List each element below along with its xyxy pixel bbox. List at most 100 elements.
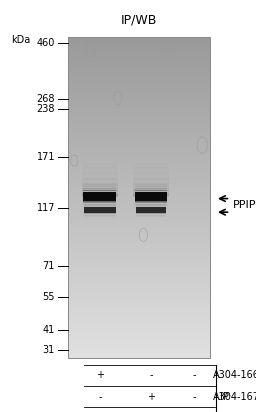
Bar [68, 113, 210, 114]
Bar [68, 249, 210, 250]
Bar [68, 322, 210, 323]
Bar [68, 180, 210, 182]
Bar [133, 187, 169, 188]
Bar [68, 185, 210, 186]
Bar [81, 173, 118, 175]
Bar [133, 184, 169, 185]
Bar [68, 302, 210, 303]
Bar [68, 250, 210, 251]
Bar [68, 196, 210, 197]
Bar [133, 170, 169, 171]
Text: 171: 171 [37, 152, 55, 162]
Bar [68, 158, 210, 159]
Bar [68, 253, 210, 255]
Bar [68, 211, 210, 212]
Bar [68, 306, 210, 307]
Bar [81, 177, 118, 178]
Bar [68, 262, 210, 263]
Bar [83, 189, 116, 190]
Bar [68, 140, 210, 141]
Bar [68, 57, 210, 59]
Bar [68, 98, 210, 99]
Text: 71: 71 [43, 261, 55, 271]
Bar [68, 198, 210, 199]
Bar [68, 82, 210, 83]
Bar [68, 92, 210, 93]
Bar [68, 272, 210, 273]
Bar [68, 294, 210, 295]
Bar [68, 278, 210, 279]
Bar [68, 247, 210, 248]
Bar [68, 239, 210, 241]
Bar [68, 75, 210, 76]
Bar [68, 197, 210, 198]
Bar [68, 222, 210, 223]
Bar [68, 184, 210, 185]
Bar [68, 244, 210, 245]
Bar [68, 245, 210, 246]
Bar [68, 164, 210, 166]
Bar [68, 138, 210, 139]
Bar [68, 207, 210, 208]
Bar [68, 246, 210, 247]
Bar [81, 193, 118, 194]
Bar [135, 207, 167, 208]
Bar [68, 107, 210, 108]
Bar [68, 160, 210, 162]
Bar [135, 205, 167, 206]
Bar [81, 166, 118, 167]
Text: A304-166A: A304-166A [212, 370, 256, 380]
Bar [68, 166, 210, 167]
Bar [81, 183, 118, 185]
Bar [68, 298, 210, 300]
Bar [68, 353, 210, 354]
Bar [68, 338, 210, 339]
Bar [135, 202, 167, 203]
Bar [81, 185, 118, 186]
Text: IP/WB: IP/WB [121, 14, 157, 27]
Bar [83, 202, 116, 203]
Bar [68, 139, 210, 140]
Bar [133, 183, 169, 185]
Bar [135, 184, 167, 185]
Bar [68, 283, 210, 285]
Bar [68, 286, 210, 287]
Bar [135, 185, 167, 186]
Bar [68, 234, 210, 235]
Bar [68, 103, 210, 105]
Bar [83, 206, 116, 207]
Bar [68, 85, 210, 87]
Bar [68, 97, 210, 98]
Text: A304-167A: A304-167A [212, 392, 256, 402]
Bar [81, 176, 118, 177]
Bar [68, 130, 210, 131]
Bar [81, 178, 118, 179]
Bar [68, 123, 210, 124]
Bar [68, 64, 210, 65]
Bar [68, 37, 210, 38]
Bar [68, 109, 210, 110]
Bar [133, 167, 169, 169]
Bar [81, 180, 118, 181]
Bar [68, 296, 210, 297]
Bar [68, 287, 210, 288]
Bar [68, 314, 210, 316]
Bar [68, 206, 210, 207]
Bar [68, 261, 210, 262]
Bar [83, 190, 116, 191]
Bar [68, 242, 210, 243]
Bar [68, 136, 210, 137]
Bar [68, 100, 210, 101]
Bar [133, 188, 169, 189]
Bar [68, 175, 210, 176]
Bar [133, 163, 169, 164]
Bar [68, 194, 210, 196]
Bar [68, 156, 210, 157]
Bar [68, 63, 210, 64]
Bar [68, 116, 210, 117]
Bar [68, 108, 210, 109]
Bar [135, 187, 167, 188]
Bar [81, 171, 118, 172]
Bar [68, 277, 210, 278]
Bar [68, 46, 210, 47]
